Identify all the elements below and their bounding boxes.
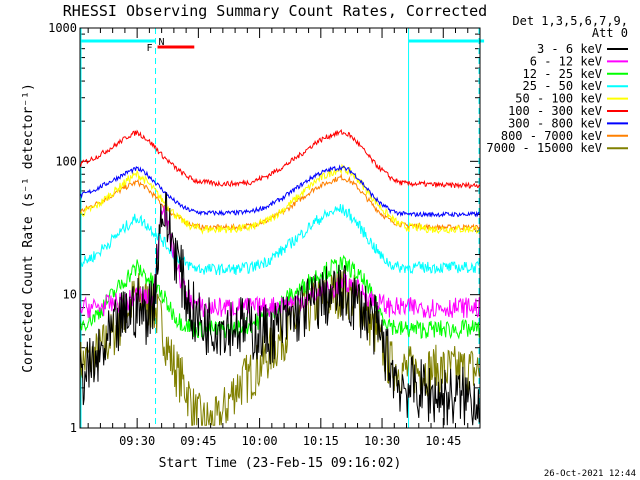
flag-label-f: F: [147, 43, 153, 54]
y-tick-label: 1000: [48, 21, 77, 35]
x-tick-label: 10:30: [364, 434, 400, 448]
timestamp: 26-Oct-2021 12:44: [544, 469, 636, 479]
data-series: [79, 128, 480, 426]
svg-text:Corrected Count Rate (s⁻¹ dete: Corrected Count Rate (s⁻¹ detector⁻¹): [21, 83, 36, 373]
y-tick-label: 1: [70, 421, 77, 435]
legend-label: 50 - 100 keV: [515, 92, 602, 106]
y-axis-label: Corrected Count Rate (s⁻¹ detector⁻¹): [21, 83, 36, 373]
legend-label: 3 - 6 keV: [537, 42, 602, 56]
legend-label: 25 - 50 keV: [523, 79, 602, 93]
legend-label: 300 - 800 keV: [508, 116, 602, 130]
x-tick-label: 10:00: [242, 434, 278, 448]
plot-frame: [79, 27, 481, 429]
series-line-12-25-kev: [79, 254, 480, 340]
y-tick-label: 100: [55, 154, 77, 168]
series-line-6-12-kev: [79, 205, 480, 319]
flag-label-n: N: [159, 37, 165, 48]
x-axis-label: Start Time (23-Feb-15 09:16:02): [159, 456, 402, 471]
legend-label: 6 - 12 keV: [530, 54, 602, 68]
legend-label: 800 - 7000 keV: [501, 129, 602, 143]
x-tick-label: 09:30: [119, 434, 155, 448]
series-line-100-300-kev: [79, 128, 480, 189]
x-tick-label: 09:45: [180, 434, 216, 448]
flag-bars: NF: [80, 37, 485, 54]
series-line-50-100-kev: [79, 163, 480, 235]
series-line-3-6-kev: [79, 192, 480, 426]
series-line-300-800-kev: [79, 164, 480, 218]
series-line-25-50-kev: [79, 204, 480, 276]
legend-header-1: Det 1,3,5,6,7,9,: [512, 14, 628, 28]
y-tick-label: 10: [63, 288, 77, 302]
legend-header-2: Att 0: [592, 26, 628, 40]
x-tick-label: 10:15: [303, 434, 339, 448]
night-markers: [80, 28, 480, 428]
chart-title: RHESSI Observing Summary Count Rates, Co…: [63, 2, 487, 20]
legend-label: 7000 - 15000 keV: [486, 141, 602, 155]
legend-label: 100 - 300 keV: [508, 104, 602, 118]
legend-label: 12 - 25 keV: [523, 67, 602, 81]
x-tick-label: 10:45: [425, 434, 461, 448]
